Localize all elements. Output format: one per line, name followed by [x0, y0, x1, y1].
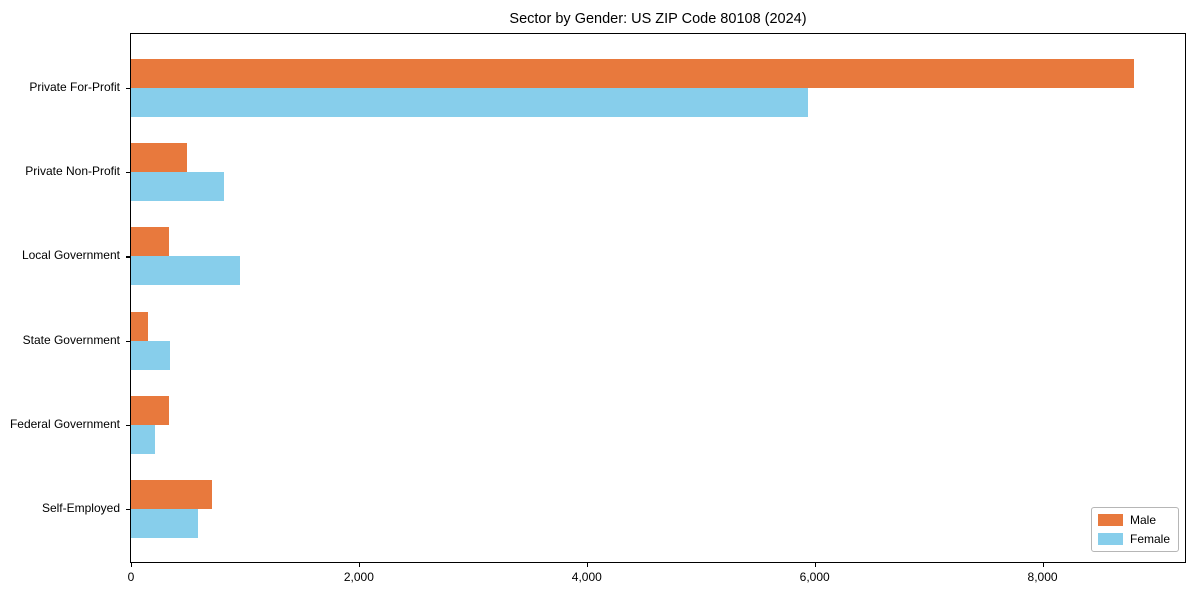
- y-tick-mark: [126, 424, 130, 426]
- chart-title: Sector by Gender: US ZIP Code 80108 (202…: [509, 11, 807, 27]
- bar-male-3: [131, 311, 148, 341]
- bar-female-2: [131, 256, 240, 286]
- y-tick-mark: [126, 172, 130, 174]
- legend-item-male: Male: [1097, 513, 1170, 527]
- y-axis-label: Private For-Profit: [29, 80, 120, 94]
- legend-swatch-female: [1097, 533, 1123, 545]
- y-axis-label: Local Government: [21, 248, 120, 263]
- bar-male-1: [131, 143, 187, 173]
- bar-male-5: [131, 480, 212, 509]
- legend-label: Female: [1129, 532, 1170, 546]
- x-tick-mark: [358, 563, 361, 567]
- bar-male-2: [131, 227, 169, 257]
- y-axis-label: Federal Government: [9, 416, 120, 431]
- y-axis-label: State Government: [22, 332, 120, 347]
- y-axis-label: Private Non-Profit: [25, 164, 120, 179]
- bar-male-4: [131, 395, 169, 425]
- bar-female-1: [131, 172, 224, 202]
- x-axis-label: 0: [127, 570, 135, 584]
- y-tick-mark: [126, 88, 130, 90]
- bar-female-3: [131, 340, 170, 370]
- bar-female-4: [131, 424, 155, 454]
- y-tick-mark: [126, 509, 130, 511]
- bar-male-0: [131, 59, 1134, 88]
- plot-area: Male Female: [130, 33, 1186, 563]
- y-tick-mark: [126, 256, 130, 258]
- y-tick-mark: [126, 340, 130, 342]
- legend: Male Female: [1090, 507, 1179, 552]
- y-axis-label: Self-Employed: [41, 501, 120, 515]
- x-axis-label: 8,000: [1027, 570, 1058, 584]
- x-tick-mark: [586, 563, 588, 567]
- legend-item-female: Female: [1097, 532, 1170, 546]
- x-tick-mark: [1042, 563, 1044, 567]
- x-tick-mark: [814, 563, 816, 567]
- x-tick-mark: [131, 563, 133, 567]
- legend-label: Male: [1129, 513, 1156, 527]
- x-axis-label: 6,000: [799, 570, 830, 584]
- legend-swatch-male: [1097, 514, 1123, 526]
- bar-female-0: [131, 88, 808, 117]
- x-axis-label: 4,000: [571, 570, 602, 584]
- x-axis-label: 2,000: [343, 570, 374, 584]
- bar-female-5: [131, 509, 198, 538]
